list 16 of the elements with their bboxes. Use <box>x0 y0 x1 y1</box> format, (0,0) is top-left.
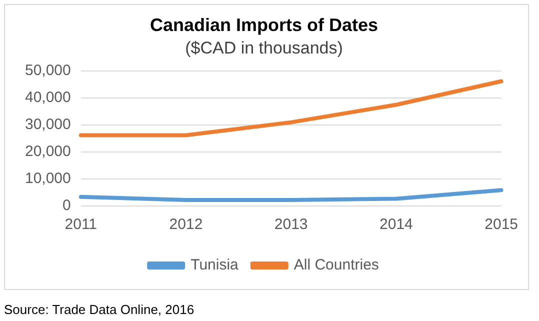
y-tick-label: 50,000 <box>24 62 71 80</box>
x-tick-label: 2014 <box>380 216 413 234</box>
x-tick-label: 2013 <box>274 216 308 234</box>
y-tick-label: 10,000 <box>24 170 71 188</box>
source-note: Source: Trade Data Online, 2016 <box>4 302 194 317</box>
legend-label: All Countries <box>294 256 379 274</box>
chart-title: Canadian Imports of Dates <box>150 14 378 35</box>
y-tick-label: 40,000 <box>24 89 71 106</box>
x-tick-label: 2011 <box>64 216 98 234</box>
legend-label: Tunisia <box>190 256 240 274</box>
x-tick-label: 2012 <box>169 216 203 234</box>
x-tick-label: 2015 <box>484 216 518 234</box>
chart-subtitle: ($CAD in thousands) <box>185 38 343 58</box>
y-tick-label: 0 <box>62 197 71 214</box>
y-tick-label: 30,000 <box>24 116 71 134</box>
y-tick-label: 20,000 <box>24 143 71 160</box>
